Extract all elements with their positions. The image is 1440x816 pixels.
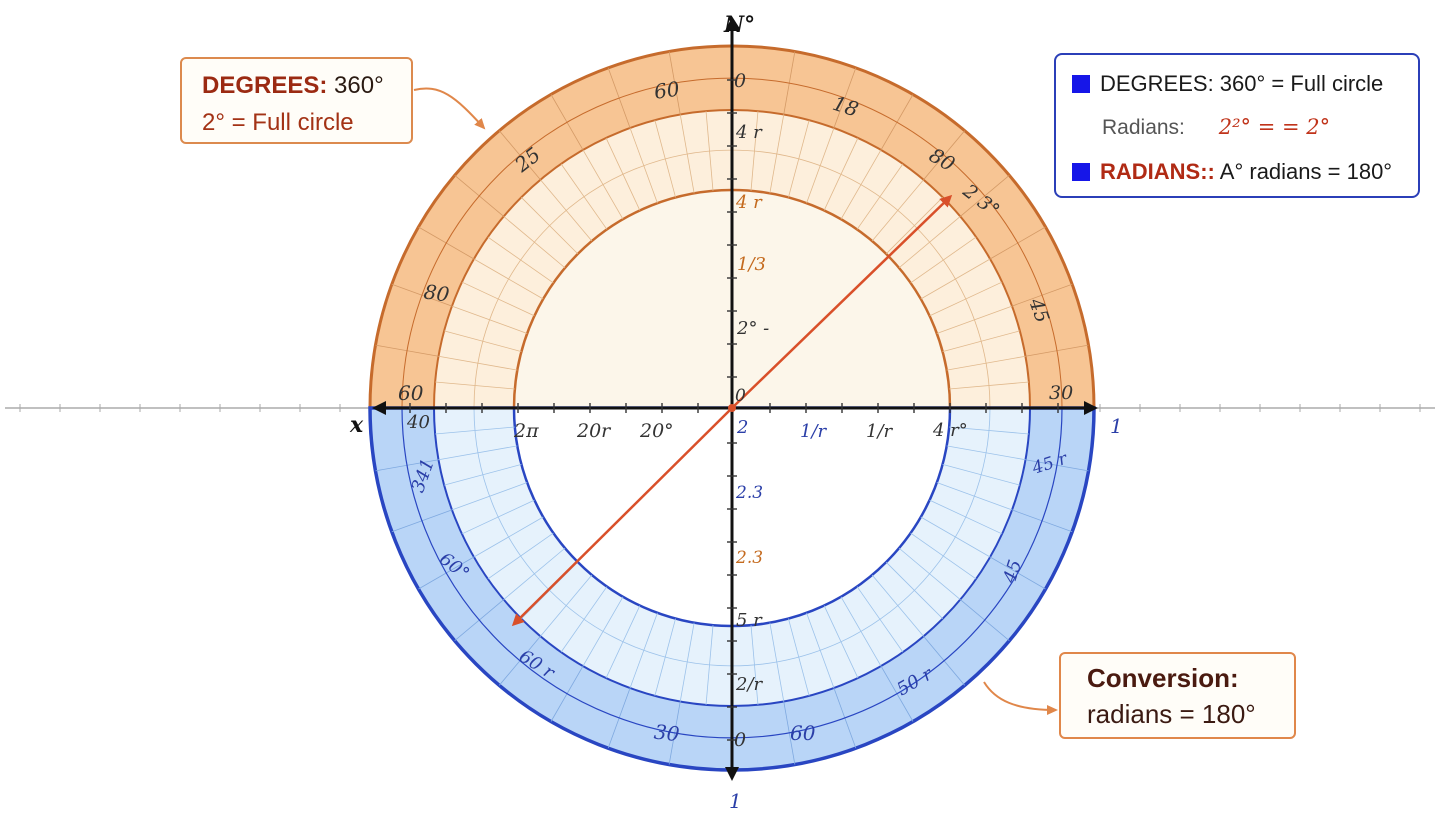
- lower-ring-label: 30: [653, 720, 681, 747]
- v-label: 2/r: [735, 674, 764, 695]
- v-label: 2.3: [735, 548, 763, 568]
- legend-radians-def-text: A° radians = 180°: [1214, 159, 1393, 184]
- degrees-callout-line2: 2° = Full circle: [202, 109, 354, 136]
- v-label: 4 r: [735, 122, 763, 143]
- upper-ring-label: 60: [652, 76, 681, 103]
- legend-row-radians: Radians: 2²° = = 2°: [1102, 115, 1330, 140]
- bottom-axis-label: 1: [729, 789, 742, 813]
- v-label: 2° -: [736, 318, 769, 339]
- v-label: 4 r: [735, 192, 763, 213]
- legend-swatch-icon: [1072, 75, 1090, 93]
- x-axis-label: x: [349, 412, 364, 438]
- background-ticks: [19, 404, 1421, 412]
- h-label: 2π: [513, 420, 539, 442]
- v-label: 0: [734, 70, 746, 92]
- legend-box: DEGREES: 360° = Full circle Radians: 2²°…: [1054, 53, 1420, 198]
- degrees-grid-lines: [375, 46, 1089, 409]
- conversion-callout-title: Conversion:: [1087, 663, 1239, 693]
- h-label: 4 r°: [932, 420, 968, 441]
- diameter-arrow-up: [731, 194, 953, 409]
- h-label: 20r: [576, 420, 612, 442]
- h-label: 1/r: [866, 421, 894, 442]
- h-label: 20°: [639, 420, 674, 442]
- degrees-callout-title: DEGREES:: [202, 72, 328, 99]
- legend-swatch-icon: [1072, 163, 1090, 181]
- h-label: 1/r: [800, 421, 828, 442]
- conversion-callout-arrow: [983, 681, 1058, 715]
- legend-row-degrees-text: DEGREES: 360° = Full circle: [1100, 71, 1384, 96]
- diameter-arrow-down: [511, 407, 733, 627]
- upper-ring-label: 60: [398, 381, 424, 405]
- h-label: 40: [406, 412, 430, 433]
- lower-ring-label: 60: [790, 721, 816, 745]
- v-label: 0: [734, 729, 746, 751]
- conversion-callout-formula: radians = 180°: [1087, 699, 1256, 729]
- v-label: 1/3: [737, 254, 766, 275]
- degrees-callout-line1: DEGREES: 360°: [202, 67, 411, 104]
- degrees-callout-arrow: [413, 87, 486, 130]
- conversion-callout: Conversion: radians = 180°: [1059, 652, 1296, 739]
- legend-row-radians-def: RADIANS:: A° radians = 180°: [1072, 159, 1392, 185]
- right-axis-label: 1: [1110, 414, 1123, 438]
- upper-ring-label: 80: [422, 279, 451, 306]
- v-label: 5 r: [736, 610, 763, 631]
- upper-ring-label: 30: [1049, 382, 1073, 404]
- legend-row-degrees: DEGREES: 360° = Full circle: [1072, 71, 1383, 97]
- degrees-callout: DEGREES: 360° 2° = Full circle: [180, 57, 413, 144]
- legend-radians-title: RADIANS::: [1100, 159, 1215, 184]
- center-point: [728, 404, 736, 412]
- v-label: 2.3: [735, 483, 763, 503]
- axis-ticks: [409, 79, 1059, 741]
- legend-radians-value: 2²° = = 2°: [1218, 115, 1331, 139]
- degrees-callout-value: 360°: [327, 72, 384, 99]
- legend-radians-label: Radians:: [1102, 116, 1185, 139]
- v-label: 0: [735, 386, 746, 406]
- north-label: N°: [723, 12, 755, 38]
- v-label: 2: [736, 417, 748, 438]
